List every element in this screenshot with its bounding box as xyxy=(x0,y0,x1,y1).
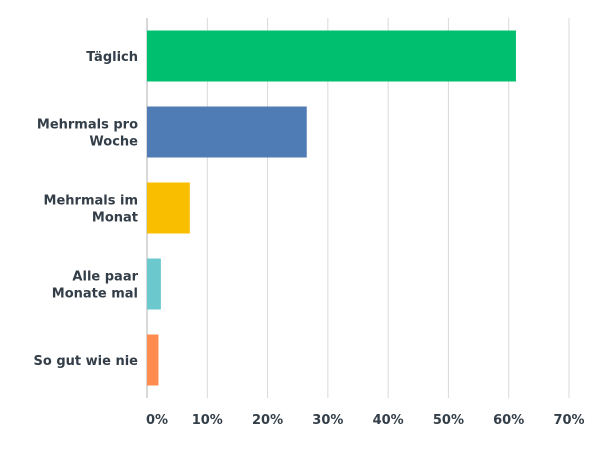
category-label: Täglich xyxy=(86,50,138,65)
x-tick-label: 40% xyxy=(373,413,404,428)
category-labels: Täglich Mehrmals pro Woche Mehrmals im Monat… xyxy=(34,50,139,369)
x-tick-labels: 0% 10% 20% 30% 40% 50% 60% 70% xyxy=(146,413,585,428)
bar xyxy=(147,258,161,310)
x-tick-label: 70% xyxy=(553,413,584,428)
category-label: Alle paar Monate mal xyxy=(52,270,139,302)
x-tick-label: 30% xyxy=(312,413,343,428)
category-label: So gut wie nie xyxy=(34,354,139,369)
bar xyxy=(147,106,307,158)
bar xyxy=(147,182,190,234)
category-label: Mehrmals pro Woche xyxy=(37,118,138,150)
bar xyxy=(147,30,516,82)
bars xyxy=(147,30,516,386)
x-tick-label: 0% xyxy=(146,413,168,428)
category-label: Mehrmals im Monat xyxy=(44,194,138,226)
x-tick-label: 60% xyxy=(493,413,524,428)
bar xyxy=(147,334,159,386)
x-tick-label: 20% xyxy=(252,413,283,428)
x-tick-label: 10% xyxy=(192,413,223,428)
x-tick-label: 50% xyxy=(433,413,464,428)
